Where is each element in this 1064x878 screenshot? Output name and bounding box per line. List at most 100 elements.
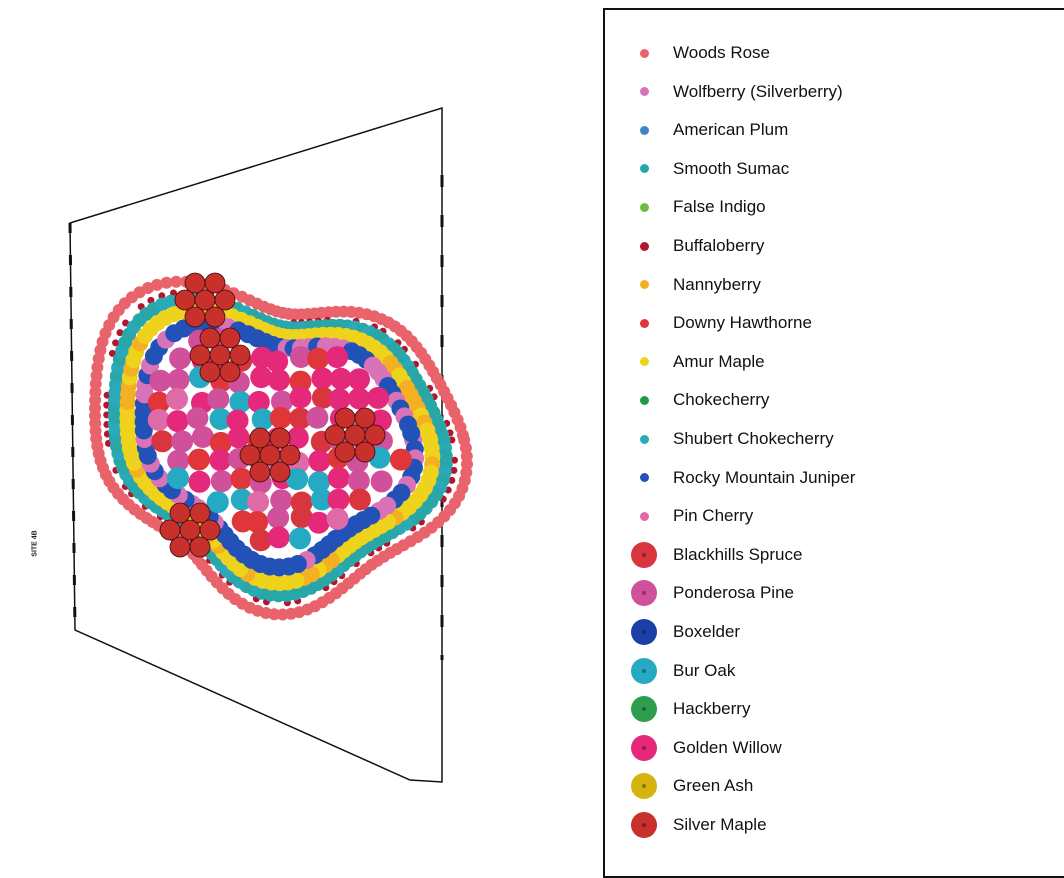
buffaloberry-marker [116, 329, 124, 337]
legend-item: Bur Oak [605, 656, 1045, 686]
tree-marker [169, 347, 192, 370]
silver-maple-marker [184, 272, 206, 294]
legend-swatch [627, 656, 661, 686]
legend-item: Green Ash [605, 771, 1045, 801]
legend-marker [639, 395, 649, 405]
tree-marker [271, 390, 293, 413]
buffaloberry-marker [451, 456, 458, 464]
legend-label: Golden Willow [673, 737, 782, 757]
tree-marker [270, 489, 293, 512]
silver-maple-marker [364, 424, 386, 446]
silver-maple-marker [344, 424, 366, 446]
buffaloberry-marker [112, 339, 120, 347]
tree-marker [147, 391, 170, 414]
silver-maple-marker [169, 502, 191, 524]
legend-item: Rocky Mountain Juniper [605, 463, 1045, 493]
silver-maple-marker [354, 441, 376, 463]
legend-item: Blackhills Spruce [605, 540, 1045, 570]
legend-marker [639, 202, 649, 212]
tree-marker [286, 426, 309, 449]
tree-marker [249, 529, 272, 552]
buffaloberry-marker [108, 349, 116, 357]
boundary-tick-left [68, 222, 77, 631]
legend-item: Woods Rose [605, 38, 1045, 68]
tree-marker [370, 470, 393, 493]
woods-rose-marker [170, 275, 183, 288]
juniper-marker [402, 424, 421, 443]
legend-marker [631, 773, 657, 800]
tree-marker [290, 506, 313, 529]
legend-swatch [627, 694, 661, 724]
silver-maple-marker [159, 519, 181, 541]
tree-marker [330, 367, 352, 390]
legend-swatch [627, 424, 661, 454]
legend-item: Hackberry [605, 694, 1045, 724]
legend-label: Blackhills Spruce [673, 544, 803, 564]
silver-maple-marker [219, 327, 241, 349]
buffaloberry-marker [170, 289, 177, 297]
site-label: SITE 4B [31, 530, 39, 557]
legend-item: Buffaloberry [605, 231, 1045, 261]
tree-marker [191, 426, 214, 448]
tree-marker [308, 471, 330, 494]
legend-marker [639, 318, 649, 328]
legend-marker [631, 696, 657, 723]
legend-item: Downy Hawthorne [605, 308, 1045, 338]
silver-maple-marker [279, 444, 301, 466]
legend-label: Wolfberry (Silverberry) [673, 81, 843, 101]
tree-marker [306, 406, 329, 429]
legend-swatch [627, 463, 661, 493]
legend-label: Pin Cherry [673, 506, 754, 526]
woods-rose-marker [160, 276, 173, 289]
silver-maple-marker [184, 306, 206, 328]
tree-marker [328, 388, 351, 411]
legend-marker [639, 48, 649, 58]
tree-marker [389, 448, 412, 471]
woods-rose-marker [151, 278, 163, 291]
tree-marker [326, 507, 349, 530]
legend-marker [639, 280, 649, 290]
woods-rose-marker [276, 608, 289, 621]
buffaloberry-marker [450, 466, 458, 474]
legend-marker [631, 657, 657, 684]
legend-label: Woods Rose [673, 43, 771, 62]
silver-maple-marker [189, 536, 211, 558]
tree-marker [207, 388, 230, 411]
legend-swatch [627, 308, 661, 338]
tree-marker [367, 386, 389, 409]
tree-marker [210, 470, 233, 493]
legend-marker [639, 434, 649, 444]
tree-marker [311, 386, 334, 409]
legend-swatch [627, 578, 661, 608]
tree-marker [147, 408, 170, 431]
silver-maple-marker [204, 306, 226, 328]
legend-swatch [627, 771, 661, 801]
tree-marker [289, 407, 312, 430]
legend-swatch [627, 733, 661, 763]
silver-maple-marker [219, 361, 241, 383]
legend-marker [639, 125, 649, 135]
silver-maple-marker [199, 327, 221, 349]
legend-item: Golden Willow [605, 733, 1045, 763]
legend-item: Chokecherry [605, 385, 1045, 415]
tree-marker [348, 368, 370, 391]
tree-marker [266, 350, 289, 373]
legend-swatch [627, 154, 661, 184]
tree-marker [167, 467, 189, 490]
tree-marker [289, 346, 312, 368]
tree-marker [167, 368, 190, 391]
silver-maple-marker [189, 344, 211, 366]
legend-swatch [627, 810, 661, 840]
legend-item: Shubert Chokecherry [605, 424, 1045, 454]
legend-label: Green Ash [673, 776, 754, 796]
silver-maple-marker [249, 461, 271, 483]
silver-maple-marker [214, 289, 236, 311]
tree-marker [268, 369, 290, 391]
legend-label: Shubert Chokecherry [673, 429, 834, 448]
tree-marker [186, 407, 209, 429]
tree-marker [226, 409, 249, 432]
tree-marker [289, 386, 312, 409]
silver-maple-marker [334, 441, 356, 463]
legend-label: Boxelder [673, 622, 741, 641]
legend-marker [631, 734, 657, 761]
